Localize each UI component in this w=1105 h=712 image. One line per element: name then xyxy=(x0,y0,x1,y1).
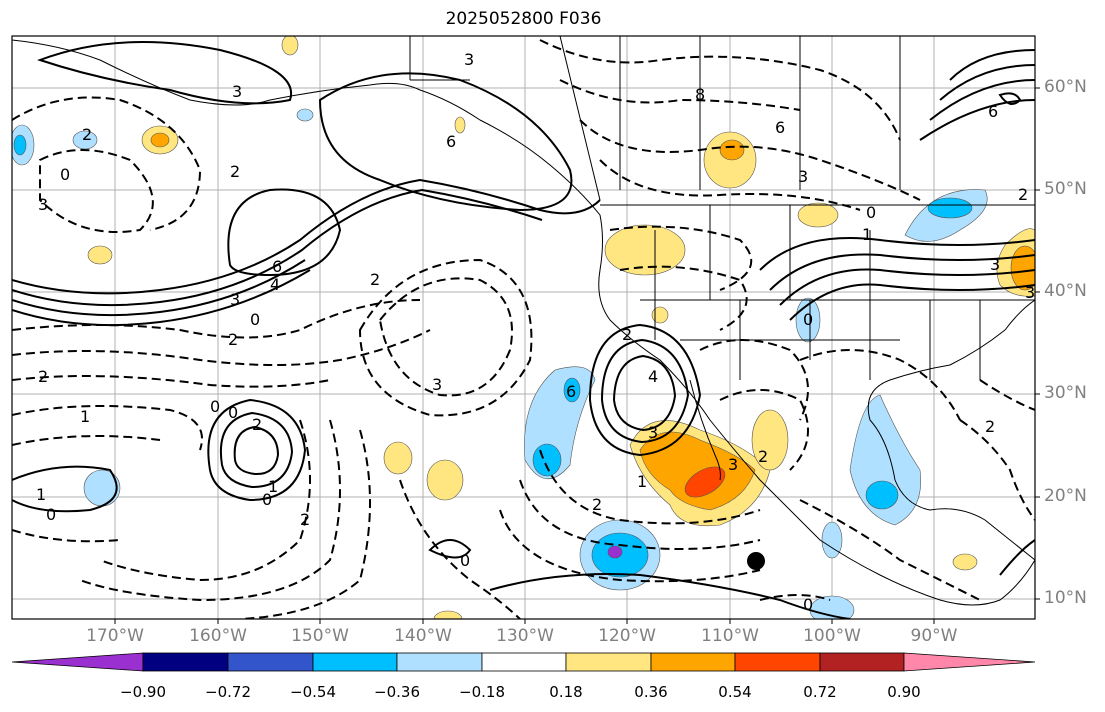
colorbar-tick-label: 0.36 xyxy=(634,683,668,701)
contour-label: 1 xyxy=(36,485,46,504)
colorbar-tick-label: −0.54 xyxy=(290,683,336,701)
contour-labels: 3 3 6 8 6 3 2 0 2 3 6 4 3 2 0 2 2 1 0 0 … xyxy=(36,50,1035,614)
contour-label: 2 xyxy=(82,125,92,144)
contour-label: 8 xyxy=(695,85,705,104)
colorbar-tick-label: −0.18 xyxy=(459,683,505,701)
colorbar-tick-label: −0.36 xyxy=(374,683,420,701)
lat-label: 30°N xyxy=(1044,383,1087,403)
contour-label: 6 xyxy=(775,118,785,137)
contour-label: 6 xyxy=(446,132,456,151)
contour-label: 2 xyxy=(1018,185,1028,204)
colorbar-bin xyxy=(734,652,821,672)
contour-label: 3 xyxy=(728,455,738,474)
colorbar-tick-label: 0.90 xyxy=(887,683,921,701)
contour-label: 2 xyxy=(300,510,310,529)
lon-label: 160°W xyxy=(189,626,247,646)
contour-label: 0 xyxy=(250,310,260,329)
contour-label: 2 xyxy=(622,325,632,344)
contour-label: 6 xyxy=(988,102,998,121)
lon-label: 110°W xyxy=(701,626,759,646)
contour-label: 1 xyxy=(268,477,278,496)
contour-label: 3 xyxy=(1025,283,1035,302)
lon-label: 140°W xyxy=(394,626,452,646)
positive-contours xyxy=(12,41,1035,619)
contour-label: 0 xyxy=(803,595,813,614)
map-title: 2025052800 F036 xyxy=(445,9,602,29)
lon-label: 170°W xyxy=(86,626,144,646)
lon-ticks xyxy=(114,619,935,624)
colorbar-bin xyxy=(396,652,483,672)
lat-label: 60°N xyxy=(1044,77,1087,97)
colorbar-bin xyxy=(481,652,567,672)
contour-label: 0 xyxy=(803,310,813,329)
contour-label: 3 xyxy=(230,290,240,309)
contour-label: 0 xyxy=(460,551,470,570)
lat-ticks xyxy=(1035,87,1040,600)
contour-label: 1 xyxy=(862,225,872,244)
lon-label: 150°W xyxy=(291,626,349,646)
lon-label: 120°W xyxy=(598,626,656,646)
colorbar xyxy=(11,652,1036,672)
lon-label: 100°W xyxy=(803,626,861,646)
shaded-anomalies xyxy=(12,36,1035,619)
contour-label: 4 xyxy=(648,367,658,386)
colorbar-bin xyxy=(312,652,398,672)
contour-label: 3 xyxy=(38,195,48,214)
lat-label: 50°N xyxy=(1044,179,1087,199)
contour-label: 2 xyxy=(38,367,48,386)
contour-label: 3 xyxy=(432,375,442,394)
contour-label: 2 xyxy=(252,415,262,434)
contour-label: 6 xyxy=(272,257,282,276)
contour-label: 3 xyxy=(990,255,1000,274)
map-frame xyxy=(11,35,1036,620)
contour-label: 3 xyxy=(798,167,808,186)
lon-label: 90°W xyxy=(910,626,958,646)
colorbar-bin xyxy=(227,652,314,672)
contour-label: 0 xyxy=(262,490,272,509)
contour-label: 2 xyxy=(985,417,995,436)
lat-label: 40°N xyxy=(1044,281,1087,301)
lat-label: 20°N xyxy=(1044,486,1087,506)
colorbar-arrow-right xyxy=(903,652,1036,672)
contour-label: 3 xyxy=(464,50,474,69)
colorbar-bin xyxy=(819,652,905,672)
contour-label: 2 xyxy=(228,330,238,349)
contour-label: 2 xyxy=(230,162,240,181)
contour-label: 3 xyxy=(232,82,242,101)
colorbar-bin xyxy=(565,652,652,672)
contour-label: 2 xyxy=(370,270,380,289)
lon-label: 130°W xyxy=(496,626,554,646)
colorbar-bin xyxy=(142,652,229,672)
lat-label: 10°N xyxy=(1044,588,1087,608)
contour-label: 0 xyxy=(866,203,876,222)
position-marker xyxy=(747,552,765,570)
colorbar-tick-label: −0.72 xyxy=(205,683,251,701)
contour-label: 0 xyxy=(60,165,70,184)
contour-label: 2 xyxy=(758,447,768,466)
contour-label: 1 xyxy=(637,472,647,491)
contour-label: 0 xyxy=(46,505,56,524)
map-plot-area xyxy=(12,36,1035,619)
contour-label: 0 xyxy=(228,403,238,422)
colorbar-tick-label: 0.54 xyxy=(718,683,752,701)
colorbar-tick-label: −0.90 xyxy=(120,683,166,701)
negative-contours xyxy=(12,39,1035,619)
contour-label: 1 xyxy=(80,407,90,426)
colorbar-arrow-left xyxy=(11,652,144,672)
contour-label: 6 xyxy=(566,382,576,401)
colorbar-tick-label: 0.72 xyxy=(803,683,837,701)
contour-label: 2 xyxy=(592,495,602,514)
colorbar-bin xyxy=(650,652,736,672)
colorbar-tick-label: 0.18 xyxy=(549,683,583,701)
contour-label: 3 xyxy=(648,423,658,442)
contour-label: 0 xyxy=(210,397,220,416)
contour-label: 4 xyxy=(270,275,280,294)
